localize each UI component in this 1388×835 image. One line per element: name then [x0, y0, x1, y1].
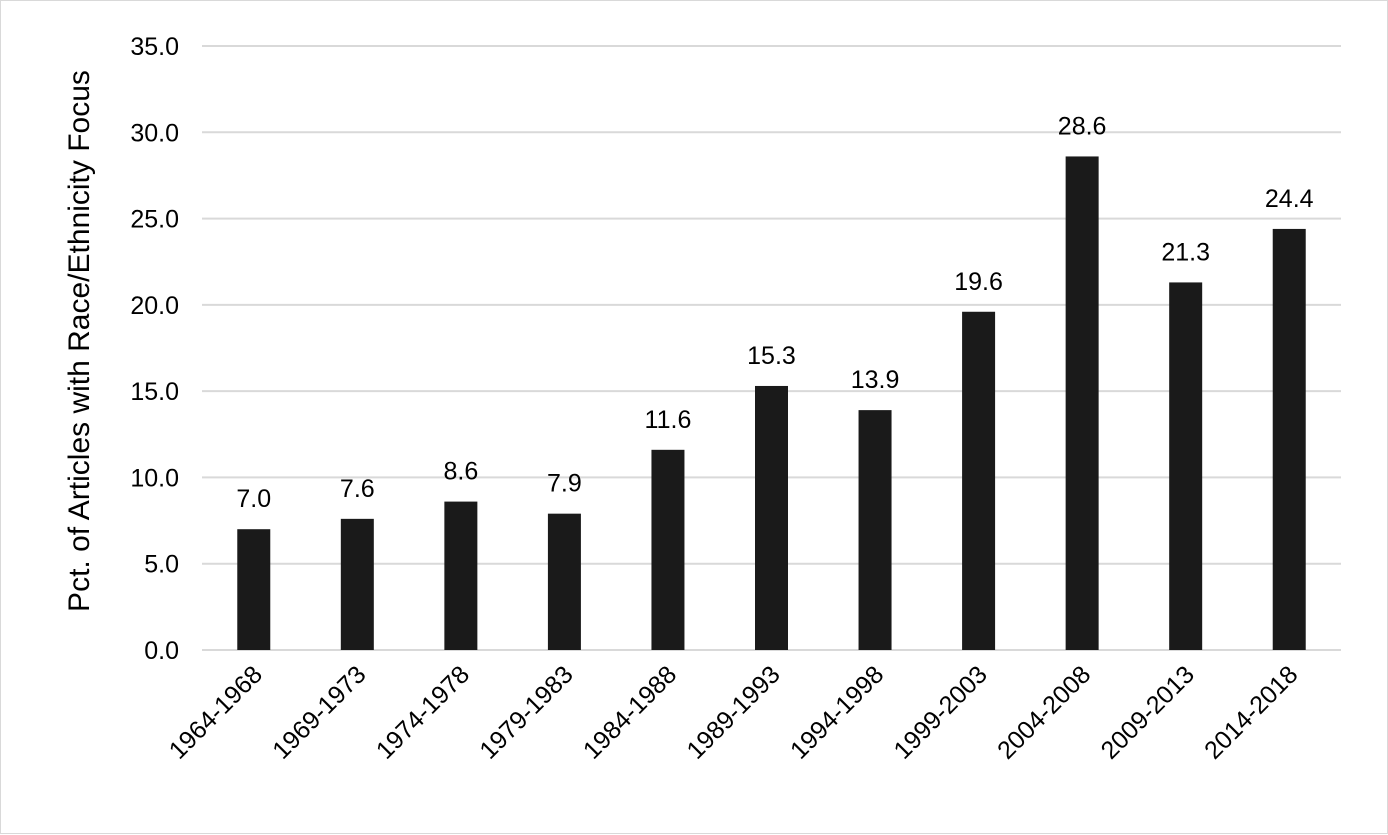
- bar: [1272, 228, 1306, 650]
- data-label: 7.9: [547, 470, 582, 498]
- x-tick-label: 1969-1973: [267, 660, 371, 764]
- y-tick-label: 5.0: [144, 551, 179, 579]
- data-label: 28.6: [1058, 112, 1107, 140]
- x-tick-label: 2009-2013: [1096, 660, 1200, 764]
- x-tick-label: 1994-1998: [785, 660, 889, 764]
- data-label: 15.3: [747, 342, 796, 370]
- data-label: 11.6: [645, 406, 692, 434]
- x-tick-label: 1974-1978: [371, 660, 475, 764]
- x-tick-label: 1999-2003: [888, 660, 992, 764]
- x-tick-label: 1964-1968: [164, 660, 268, 764]
- bar: [651, 449, 685, 650]
- bar: [858, 410, 892, 650]
- y-axis-ticks: 0.0 5.0 10.0 15.0 20.0 25.0 30.0 35.0: [130, 33, 179, 665]
- data-label: 13.9: [851, 366, 900, 394]
- bar: [1065, 156, 1099, 650]
- data-labels: 7.0 7.6 8.6 7.9 11.6 15.3 13.9 19.6 28.6 21.3 24.4: [236, 112, 1313, 513]
- data-label: 8.6: [443, 458, 478, 486]
- y-tick-label: 20.0: [130, 292, 179, 320]
- bars: [237, 156, 1306, 650]
- y-tick-label: 25.0: [130, 206, 179, 234]
- data-label: 7.0: [236, 485, 271, 513]
- x-tick-label: 1989-1993: [681, 660, 785, 764]
- bar: [755, 385, 788, 650]
- x-tick-label: 1979-1983: [474, 660, 578, 764]
- y-tick-label: 0.0: [144, 637, 179, 665]
- y-axis-label: Pct. of Articles with Race/Ethnicity Foc…: [63, 70, 96, 612]
- data-label: 7.6: [340, 475, 375, 503]
- y-tick-label: 30.0: [130, 119, 179, 147]
- y-tick-label: 35.0: [130, 33, 179, 61]
- bar: [444, 501, 478, 650]
- bar: [547, 513, 581, 650]
- data-label: 21.3: [1161, 238, 1210, 266]
- bar: [237, 529, 271, 650]
- bar: [1169, 282, 1203, 650]
- x-axis-ticks: 1964-1968 1969-1973 1974-1978 1979-1983 1984…: [164, 660, 1304, 764]
- data-label: 19.6: [954, 268, 1003, 296]
- data-label: 24.4: [1265, 185, 1314, 213]
- y-tick-label: 10.0: [130, 464, 179, 492]
- x-tick-label: 2004-2008: [992, 660, 1096, 764]
- bar: [962, 311, 996, 650]
- x-tick-label: 2014-2018: [1199, 660, 1303, 764]
- bar: [340, 518, 374, 650]
- y-tick-label: 15.0: [130, 378, 179, 406]
- x-tick-label: 1984-1988: [578, 660, 682, 764]
